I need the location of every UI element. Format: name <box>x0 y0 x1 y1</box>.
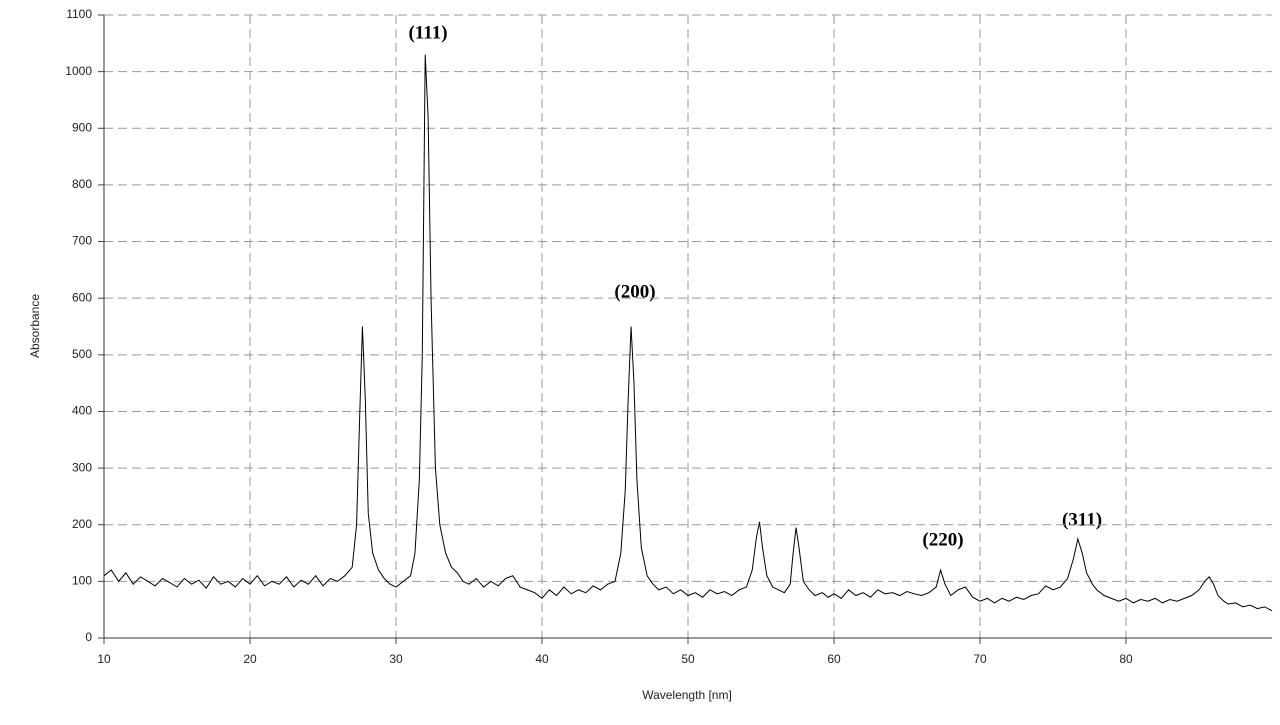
annotation: (311) <box>1062 509 1102 530</box>
y-tick-label: 900 <box>72 120 92 134</box>
x-tick-label: 10 <box>97 652 111 666</box>
x-tick-label: 40 <box>535 652 549 666</box>
x-tick-label: 60 <box>827 652 841 666</box>
y-tick-label: 100 <box>72 574 92 588</box>
y-tick-label: 200 <box>72 517 92 531</box>
x-tick-label: 50 <box>681 652 695 666</box>
y-tick-label: 800 <box>72 177 92 191</box>
y-tick-label: 0 <box>85 630 92 644</box>
y-tick-label: 400 <box>72 404 92 418</box>
annotation: (220) <box>922 529 963 550</box>
x-axis-label: Wavelength [nm] <box>642 688 732 702</box>
y-tick-label: 500 <box>72 347 92 361</box>
y-tick-label: 1100 <box>66 7 92 21</box>
data-line <box>103 54 1273 612</box>
y-tick-label: 600 <box>72 290 92 304</box>
annotation: (200) <box>614 281 655 302</box>
y-axis-label: Absorbance <box>28 294 42 358</box>
y-tick-label: 300 <box>72 460 92 474</box>
annotation: (111) <box>408 22 447 43</box>
y-tick-label: 700 <box>72 234 92 248</box>
x-tick-label: 20 <box>243 652 257 666</box>
x-tick-label: 30 <box>389 652 403 666</box>
y-tick-label: 1000 <box>65 64 92 78</box>
x-tick-label: 70 <box>973 652 987 666</box>
x-tick-label: 80 <box>1119 652 1133 666</box>
